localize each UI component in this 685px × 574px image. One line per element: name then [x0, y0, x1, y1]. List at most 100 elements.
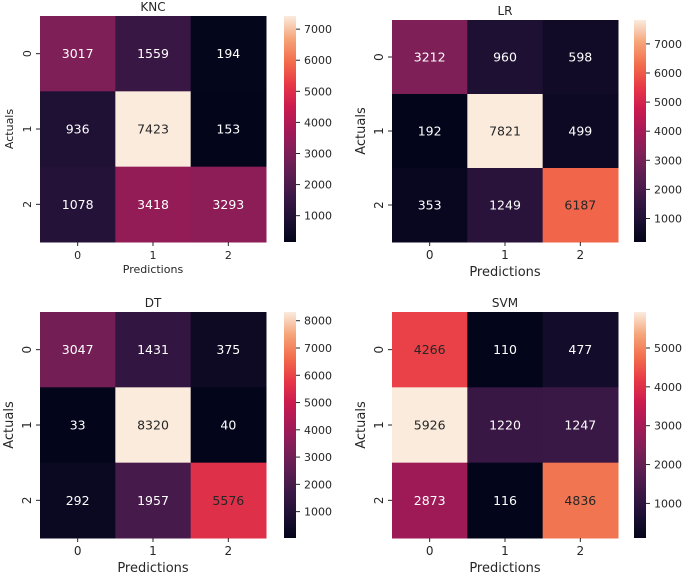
heatmap-cell: [467, 20, 544, 95]
cell-value-label: 3212: [414, 50, 446, 65]
heatmap-cell: [115, 462, 192, 539]
chart-title: DT: [145, 296, 162, 310]
x-tick-label: 2: [577, 248, 585, 262]
heatmap-cell: [115, 16, 192, 92]
cell-value-label: 4266: [414, 342, 446, 357]
x-axis-label: Predictions: [469, 265, 541, 280]
cell-value-label: 1078: [62, 197, 94, 212]
cell-value-label: 116: [493, 493, 517, 508]
cell-value-label: 8320: [137, 418, 169, 433]
colorbar-tick-label: 6000: [304, 369, 332, 382]
heatmap-cell: [115, 91, 192, 168]
cell-value-label: 1247: [564, 418, 596, 433]
heatmap-cell: [467, 94, 544, 169]
x-tick-label: 0: [426, 544, 434, 558]
heatmap-cell: [190, 16, 267, 92]
cell-value-label: 3293: [212, 197, 244, 212]
colorbar-tick-label: 5000: [304, 397, 332, 410]
colorbar-tick-label: 4000: [654, 125, 682, 138]
y-axis-label: Actuals: [2, 401, 17, 449]
x-tick-label: 0: [74, 249, 81, 262]
heatmap-cell: [115, 312, 192, 388]
heatmap-cell: [190, 462, 267, 539]
y-tick-label: 2: [372, 201, 386, 209]
colorbar-tick-label: 3000: [304, 147, 332, 160]
y-tick-label: 2: [21, 201, 34, 208]
cell-value-label: 1559: [137, 46, 169, 61]
heatmap-cell: [40, 16, 116, 92]
colorbar: [284, 312, 296, 538]
x-tick-label: 1: [501, 248, 509, 262]
heatmap-cell: [392, 94, 468, 169]
heatmap-cell: [542, 312, 619, 388]
colorbar-tick-label: 4000: [304, 424, 332, 437]
colorbar: [634, 20, 646, 242]
colorbar-tick-label: 2000: [654, 459, 682, 472]
cell-value-label: 5926: [414, 418, 446, 433]
y-tick-label: 0: [372, 346, 386, 354]
x-tick-label: 1: [150, 249, 157, 262]
heatmap-cell: [392, 312, 468, 388]
heatmap-cell: [392, 168, 468, 243]
heatmap-cell: [40, 462, 116, 539]
cell-value-label: 110: [493, 342, 517, 357]
heatmap-cell: [40, 387, 116, 464]
colorbar-tick-label: 2000: [304, 478, 332, 491]
colorbar-tick-label: 5000: [654, 342, 682, 355]
y-tick-label: 1: [372, 421, 386, 429]
heatmap-cell: [542, 168, 619, 243]
heatmap-cell: [467, 312, 544, 388]
cell-value-label: 6187: [564, 198, 596, 213]
colorbar-tick-label: 1000: [304, 506, 332, 519]
cell-value-label: 7821: [489, 124, 521, 139]
x-axis-label: Predictions: [469, 561, 541, 574]
colorbar-tick-label: 6000: [304, 54, 332, 67]
y-tick-label: 0: [372, 53, 386, 61]
cell-value-label: 1249: [489, 198, 521, 213]
colorbar-tick-label: 6000: [654, 67, 682, 80]
y-tick-label: 1: [372, 127, 386, 135]
heatmap-cell: [542, 462, 619, 539]
cell-value-label: 499: [568, 124, 592, 139]
colorbar-tick-label: 3000: [654, 154, 682, 167]
heatmap-cell: [190, 166, 267, 243]
cell-value-label: 7423: [137, 122, 169, 137]
x-tick-label: 2: [225, 544, 233, 558]
cell-value-label: 1957: [137, 493, 169, 508]
cell-value-label: 1431: [137, 342, 169, 357]
x-tick-label: 2: [225, 249, 232, 262]
colorbar-tick-label: 1000: [654, 497, 682, 510]
heatmap-cell: [542, 20, 619, 95]
colorbar-tick-label: 5000: [654, 96, 682, 109]
cell-value-label: 936: [66, 122, 90, 137]
cell-value-label: 353: [418, 198, 442, 213]
y-axis-label: Actuals: [354, 107, 369, 155]
chart-title: SVM: [492, 296, 518, 310]
x-axis-label: Predictions: [117, 561, 189, 574]
heatmap-cell: [392, 462, 468, 539]
heatmap-panel-svm: SVM 4266 110 477 5926 1220 1247 2873 116 4836 0 1 2 P…: [354, 296, 682, 574]
colorbar-tick-label: 2000: [654, 183, 682, 196]
heatmap-panel-lr: LR 3212 960 598 192 7821 499 353 1249 6187 0 1 2 Pred…: [354, 4, 682, 280]
heatmap-cell: [190, 387, 267, 464]
colorbar: [634, 312, 646, 538]
y-axis-label: Actuals: [354, 401, 369, 449]
cell-value-label: 292: [66, 493, 90, 508]
x-tick-label: 1: [501, 544, 509, 558]
colorbar-tick-label: 8000: [304, 315, 332, 328]
cell-value-label: 375: [216, 342, 240, 357]
colorbar-tick-label: 7000: [304, 23, 332, 36]
heatmap-cell: [392, 387, 468, 464]
colorbar-tick-label: 3000: [304, 451, 332, 464]
cell-value-label: 2873: [414, 493, 446, 508]
cell-value-label: 5576: [212, 493, 244, 508]
colorbar-tick-label: 4000: [654, 381, 682, 394]
y-tick-label: 2: [372, 497, 386, 505]
cell-value-label: 3017: [62, 46, 94, 61]
cell-value-label: 960: [493, 50, 517, 65]
heatmap-panel-dt: DT 3047 1431 375 33 8320 40 292 1957 5576 0 1 2 Predi…: [2, 296, 332, 574]
colorbar-tick-label: 2000: [304, 179, 332, 192]
cell-value-label: 33: [70, 418, 86, 433]
y-axis-label: Actuals: [3, 109, 16, 149]
